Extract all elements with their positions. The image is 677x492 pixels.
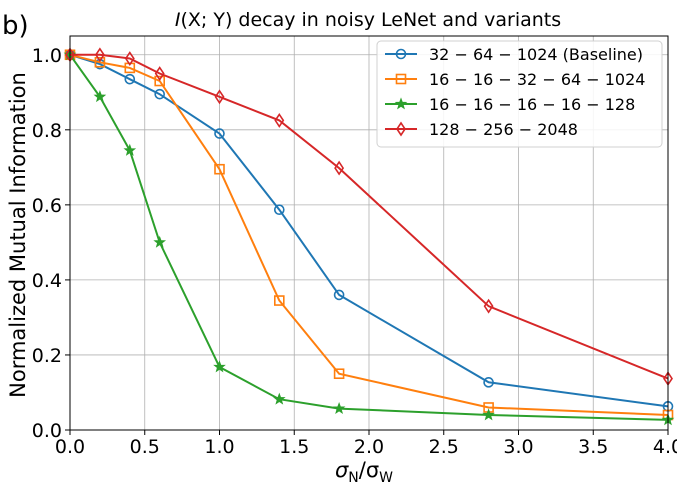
x-tick-label: 3.5 [578,436,608,458]
series-line [69,53,669,416]
legend-entry: 16 − 16 − 16 − 16 − 128 [385,95,635,114]
x-tick-label: 0.5 [130,436,160,458]
legend-label: 32 − 64 − 1024 (Baseline) [429,45,643,64]
legend-marker [395,48,407,60]
data-point [154,75,165,87]
legend-box [376,40,663,148]
data-point [214,128,225,139]
axis-ticks: 0.0 0.5 1.0 1.5 2.0 2.5 3.0 3.5 4.0 0.0 0.2 0.4 0.6 0… [32,45,677,458]
data-point [482,408,495,421]
data-point [94,47,105,63]
data-point [94,56,106,68]
legend-marker [395,73,407,85]
legend-marker [396,121,406,137]
data-point [332,401,346,414]
legend-entry: 128 − 256 − 2048 [385,120,578,139]
data-point [213,360,226,373]
x-tick-label: 1.0 [204,436,234,458]
legend-entry: 32 − 64 − 1024 (Baseline) [385,45,643,64]
y-tick-label: 0.6 [32,195,62,217]
data-point [333,289,345,301]
plot-series [63,47,675,426]
legend-label: 16 − 16 − 16 − 16 − 128 [429,95,635,114]
panel-label: b) [2,11,29,41]
chart-title: I(X; Y) decay in noisy LeNet and variant… [175,9,561,31]
data-point [272,392,286,405]
series-line [69,53,669,408]
data-point [334,160,345,176]
data-point [273,204,285,216]
data-point [153,235,167,248]
legend-label: 128 − 256 − 2048 [429,120,578,139]
data-point [124,73,136,85]
data-point [333,368,345,380]
legend-marker [394,97,408,110]
data-point [483,298,494,314]
x-tick-label: 3.0 [503,436,533,458]
y-tick-label: 0.4 [32,270,62,292]
legend-label: 16 − 16 − 32 − 64 − 1024 [429,70,645,89]
data-point [214,89,225,105]
x-tick-label: 1.5 [279,436,309,458]
legend-entry: 16 − 16 − 32 − 64 − 1024 [385,70,645,89]
y-tick-label: 0.8 [32,120,62,142]
data-point [154,66,165,81]
y-tick-label: 0.0 [32,420,62,442]
data-point [483,377,494,388]
data-point [124,51,135,66]
data-point [154,88,165,100]
y-tick-label: 1.0 [32,45,62,67]
x-tick-label: 0.0 [55,436,85,458]
x-tick-label: 4.0 [653,436,677,458]
data-point [274,112,285,128]
y-tick-label: 0.2 [32,345,62,367]
x-tick-label: 2.0 [354,436,384,458]
series-line [70,53,669,380]
data-point [123,143,137,156]
x-axis-label: σN/σW [335,458,393,486]
x-tick-label: 2.5 [429,436,459,458]
data-point [273,295,285,306]
plot-frame [69,35,669,431]
data-point [214,163,225,175]
legend: 32 − 64 − 1024 (Baseline) 16 − 16 − 32 − … [376,40,663,148]
y-axis-label: Normalized Mutual Information [6,72,30,398]
data-point [93,90,107,103]
